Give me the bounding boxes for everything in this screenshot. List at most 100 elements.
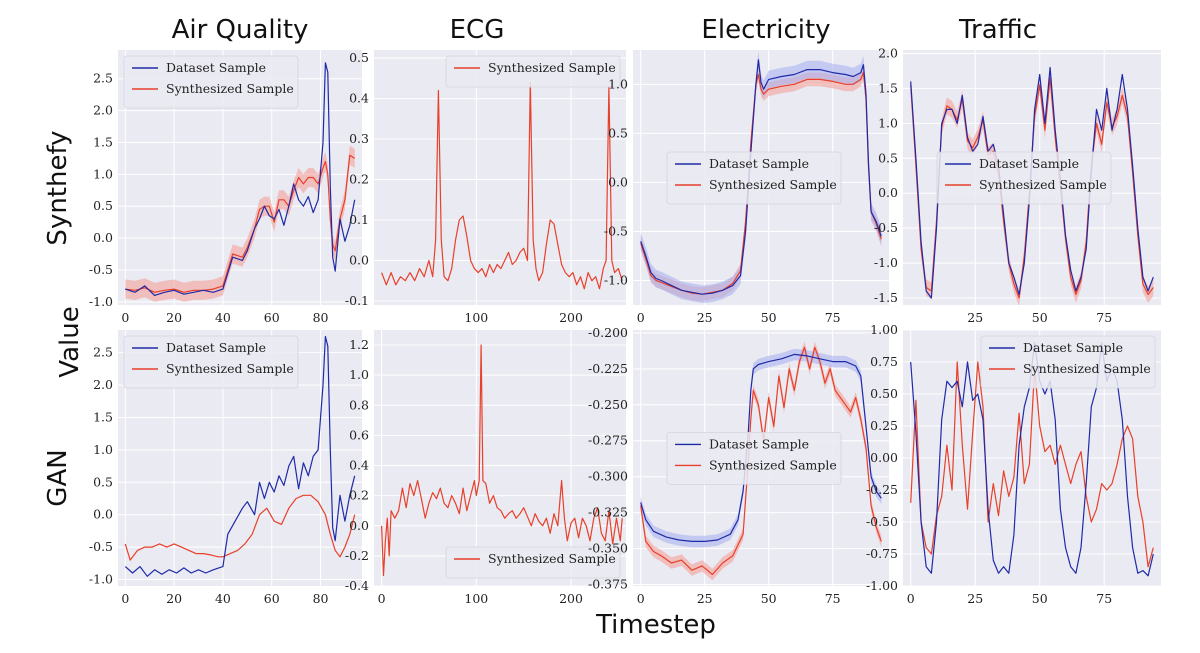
y-tick-label: -1.0 xyxy=(89,294,113,309)
synthesized-sample-line xyxy=(124,494,356,561)
y-tick-label: 0.4 xyxy=(349,91,369,106)
y-tick-label: 0.50 xyxy=(870,386,898,401)
y-tick-label: 2.0 xyxy=(878,45,898,60)
y-tick-label: -0.325 xyxy=(588,505,628,520)
y-tick-label: -0.5 xyxy=(874,220,898,235)
y-tick-label: -0.4 xyxy=(345,578,369,593)
legend-label-dataset-sample: Dataset Sample xyxy=(166,340,266,355)
y-tick-label: -1.0 xyxy=(874,255,898,270)
legend-label-synthesized-sample: Synthesized Sample xyxy=(1023,361,1151,376)
legend-box xyxy=(123,335,299,389)
synthesized-sample-band xyxy=(125,145,355,302)
y-tick-label: -0.1 xyxy=(345,293,369,308)
y-tick-label: 0.2 xyxy=(349,172,369,187)
y-tick-label: 0.0 xyxy=(93,230,113,245)
plot-area xyxy=(125,62,356,302)
x-tick-label: 75 xyxy=(825,310,841,325)
y-tick-label: 2.5 xyxy=(93,345,113,360)
legend-label-dataset-sample: Dataset Sample xyxy=(979,156,1079,171)
y-tick-label: -1.0 xyxy=(604,272,628,287)
plot-area xyxy=(381,81,623,290)
x-tick-label: 25 xyxy=(967,591,983,606)
y-tick-label: 2.5 xyxy=(93,71,113,86)
y-tick-label: 0.0 xyxy=(878,185,898,200)
y-tick-label: 0.2 xyxy=(349,488,369,503)
legend: Dataset Sample Synthesized Sample xyxy=(666,151,842,205)
y-tick-label: -0.2 xyxy=(345,548,369,563)
x-tick-label: 200 xyxy=(559,310,583,325)
x-tick-label: 80 xyxy=(313,591,329,606)
x-tick-label: 40 xyxy=(215,591,231,606)
y-tick-label: 1.5 xyxy=(93,134,113,149)
legend-box xyxy=(445,546,621,579)
legend-label-synthesized-sample: Synthesized Sample xyxy=(166,81,294,96)
legend-label-synthesized-sample: Synthesized Sample xyxy=(488,551,616,566)
y-tick-label: 0.0 xyxy=(608,174,628,189)
x-tick-label: 25 xyxy=(967,310,983,325)
legend: Dataset Sample Synthesized Sample xyxy=(123,335,299,389)
x-tick-label: 75 xyxy=(1096,310,1112,325)
x-tick-label: 0 xyxy=(121,591,129,606)
y-tick-label: 1.00 xyxy=(870,322,898,337)
legend-label-dataset-sample: Dataset Sample xyxy=(166,60,266,75)
plot-area xyxy=(640,341,882,581)
row-label-gan: GAN xyxy=(43,449,73,506)
x-tick-label: 20 xyxy=(166,310,182,325)
y-tick-label: -0.5 xyxy=(89,262,113,277)
y-tick-label: 1.0 xyxy=(608,76,628,91)
x-tick-label: 60 xyxy=(264,591,280,606)
legend: Dataset Sample Synthesized Sample xyxy=(980,335,1156,389)
legend-label-dataset-sample: Dataset Sample xyxy=(709,436,809,451)
legend: Synthesized Sample xyxy=(445,546,621,579)
x-tick-label: 25 xyxy=(697,310,713,325)
panel-traffic-synthefy: -1.5 -1.0 -0.5 0.0 0.5 1.0 1.5 2.0 25 50 75 Dataset… xyxy=(874,45,1161,325)
y-tick-label: 2.0 xyxy=(93,103,113,118)
panel-air-quality-synthefy: -1.0 -0.5 0.0 0.5 1.0 1.5 2.0 2.5 0 20 40 60 80 Datas… xyxy=(89,50,362,325)
x-tick-label: 0 xyxy=(637,591,645,606)
synthesized-sample-band xyxy=(640,341,882,581)
x-tick-label: 50 xyxy=(761,591,777,606)
panel-traffic-gan: -1.00 -0.75 -0.50 -0.25 0.00 0.25 0.50 0.75 1.00… xyxy=(866,322,1161,606)
y-tick-label: 0.3 xyxy=(349,131,369,146)
y-tick-label: 1.0 xyxy=(349,367,369,382)
y-tick-label: -1.5 xyxy=(874,290,898,305)
y-tick-label: 1.0 xyxy=(93,442,113,457)
y-tick-label: -1.00 xyxy=(866,578,898,593)
legend: Dataset Sample Synthesized Sample xyxy=(123,55,299,109)
y-tick-label: 0.8 xyxy=(349,397,369,412)
y-tick-label: 0.6 xyxy=(349,427,369,442)
legend-label-dataset-sample: Dataset Sample xyxy=(709,156,809,171)
x-tick-label: 25 xyxy=(697,591,713,606)
plot-area xyxy=(381,344,623,577)
synthesized-sample-line xyxy=(640,346,882,576)
synthesized-sample-line xyxy=(381,344,623,577)
synthesized-sample-line xyxy=(381,81,623,290)
y-tick-label: 0.00 xyxy=(870,450,898,465)
panel-ecg-gan: -0.4 -0.2 0.0 0.2 0.4 0.6 0.8 1.0 1.2 0 100 200 Synt… xyxy=(345,330,626,606)
y-tick-label: -0.50 xyxy=(866,514,898,529)
legend-label-dataset-sample: Dataset Sample xyxy=(1023,340,1123,355)
dataset-sample-line xyxy=(124,335,356,577)
x-tick-label: 0 xyxy=(378,591,386,606)
y-tick-label: -0.5 xyxy=(89,539,113,554)
x-tick-label: 60 xyxy=(264,310,280,325)
x-axis-label: Timestep xyxy=(595,610,716,640)
synthesized-sample-line xyxy=(910,361,1154,568)
y-tick-label: -0.350 xyxy=(588,541,628,556)
x-tick-label: 40 xyxy=(215,310,231,325)
column-title-ecg: ECG xyxy=(450,15,505,45)
y-tick-label: -0.200 xyxy=(588,325,628,340)
y-tick-label: 1.2 xyxy=(349,337,369,352)
y-tick-label: -0.300 xyxy=(588,469,628,484)
plot-area xyxy=(124,335,356,577)
legend: Dataset Sample Synthesized Sample xyxy=(666,431,842,485)
y-tick-label: 1.5 xyxy=(93,409,113,424)
x-tick-label: 100 xyxy=(464,591,488,606)
y-tick-label: 0.5 xyxy=(878,150,898,165)
x-tick-label: 0 xyxy=(637,310,645,325)
y-tick-label: 0.4 xyxy=(349,458,369,473)
column-title-electricity: Electricity xyxy=(701,15,830,45)
legend-label-synthesized-sample: Synthesized Sample xyxy=(166,361,294,376)
y-tick-label: 0.5 xyxy=(608,125,628,140)
x-tick-label: 75 xyxy=(1096,591,1112,606)
